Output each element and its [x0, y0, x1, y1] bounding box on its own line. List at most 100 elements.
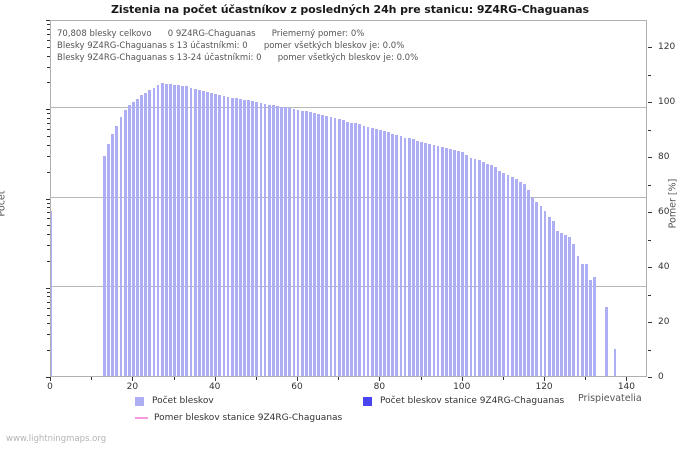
y-right-tick-label: 100: [658, 97, 676, 108]
bar: [457, 151, 460, 376]
bar: [432, 144, 436, 376]
y-left-minor-tick: [47, 33, 50, 35]
bar: [539, 206, 543, 376]
bar: [313, 113, 316, 376]
bar: [490, 165, 493, 376]
y-axis-left-title: Počet: [0, 190, 8, 217]
bar: [288, 108, 292, 376]
bar: [292, 109, 296, 376]
bar: [177, 85, 181, 376]
bar: [152, 87, 156, 376]
x-tick-label: 80: [373, 382, 386, 392]
bar: [605, 306, 609, 376]
plot-area: 70,808 blesky celkovo 0 9Z4RG-Chaguanas …: [50, 20, 647, 377]
bar: [251, 101, 255, 376]
x-tick: [461, 377, 463, 381]
x-minor-tick: [338, 377, 340, 380]
bar: [486, 163, 489, 376]
bar: [300, 110, 304, 376]
annotation-line: Blesky 9Z4RG-Chaguanas s 13-24 účastníkm…: [57, 53, 419, 63]
y-left-minor-tick: [47, 314, 50, 316]
bar: [436, 145, 440, 376]
bar: [127, 105, 131, 376]
y-axis-right-title: Pomer [%]: [667, 178, 679, 229]
site-watermark: www.lightningmaps.org: [6, 434, 107, 444]
y-left-minor-tick: [47, 202, 50, 204]
bar: [498, 170, 502, 376]
y-right-tick-label: 60: [658, 207, 670, 218]
y-right-tick-label: 120: [658, 42, 676, 53]
x-tick: [297, 377, 299, 381]
y-right-minor-tick: [648, 74, 651, 76]
bar: [424, 142, 428, 376]
bar: [428, 143, 432, 376]
bar: [234, 98, 238, 376]
bar: [140, 95, 143, 376]
bar: [531, 197, 535, 376]
bar: [391, 133, 395, 376]
bar: [543, 211, 547, 376]
bar: [321, 115, 325, 376]
bar: [551, 220, 555, 376]
bar: [115, 125, 119, 376]
legend-label: Počet bleskov: [152, 396, 214, 406]
y-right-minor-tick: [648, 184, 651, 186]
y-right-tick: [648, 267, 652, 269]
y-left-minor-tick: [47, 28, 50, 30]
legend-line-icon: [135, 417, 148, 419]
y-left-minor-tick: [47, 55, 50, 57]
y-left-minor-tick: [47, 334, 50, 336]
x-tick: [379, 377, 381, 381]
bar: [350, 122, 353, 376]
bar: [160, 83, 164, 376]
y-left-minor-tick: [47, 207, 50, 209]
x-tick-label: 40: [208, 382, 221, 392]
bar: [477, 160, 481, 376]
x-minor-tick: [502, 377, 504, 380]
bar: [243, 99, 246, 376]
y-right-tick: [648, 102, 652, 104]
bar: [568, 237, 572, 376]
bar: [354, 123, 358, 376]
bar: [370, 128, 374, 376]
legend-item[interactable]: Počet bleskov: [135, 396, 214, 406]
bar: [284, 107, 288, 376]
bar: [547, 217, 551, 376]
y-left-minor-tick: [47, 218, 50, 220]
page-title: Zistenia na počet účastníkov z poslednýc…: [111, 3, 589, 16]
bar: [107, 143, 111, 376]
bar: [206, 91, 209, 376]
bar: [576, 256, 580, 376]
bar: [185, 86, 189, 376]
y-left-minor-tick: [47, 212, 50, 214]
annotation-line: Blesky 9Z4RG-Chaguanas s 13 účastníkmi: …: [57, 41, 405, 51]
y-left-tick: [46, 109, 50, 111]
legend-item[interactable]: Počet bleskov stanice 9Z4RG-Chaguanas: [363, 396, 564, 406]
legend-swatch-icon: [135, 396, 144, 406]
bar: [518, 181, 522, 376]
legend-swatch-icon: [363, 396, 372, 406]
y-left-minor-tick: [47, 260, 50, 262]
x-minor-tick: [91, 377, 93, 380]
bar: [230, 97, 234, 376]
x-tick-label: 100: [453, 382, 471, 392]
y-left-minor-tick: [47, 39, 50, 41]
y-left-minor-tick: [47, 234, 50, 236]
annotation-line: 70,808 blesky celkovo 0 9Z4RG-Chaguanas …: [57, 29, 365, 39]
y-left-minor-tick: [47, 225, 50, 227]
x-tick-label: 0: [47, 382, 53, 392]
bar: [156, 85, 160, 376]
bar: [201, 90, 205, 376]
bar: [247, 100, 251, 376]
legend-item[interactable]: Pomer bleskov stanice 9Z4RG-Chaguanas: [135, 413, 342, 423]
bar: [469, 157, 473, 376]
x-tick-label: 120: [535, 382, 553, 392]
y-right-tick-label: 80: [658, 152, 670, 163]
bar: [222, 95, 226, 376]
y-left-tick: [46, 287, 50, 289]
y-right-minor-tick: [648, 239, 651, 241]
bar: [131, 101, 135, 376]
bar: [346, 121, 349, 376]
x-tick: [214, 377, 216, 381]
bar: [366, 126, 370, 376]
